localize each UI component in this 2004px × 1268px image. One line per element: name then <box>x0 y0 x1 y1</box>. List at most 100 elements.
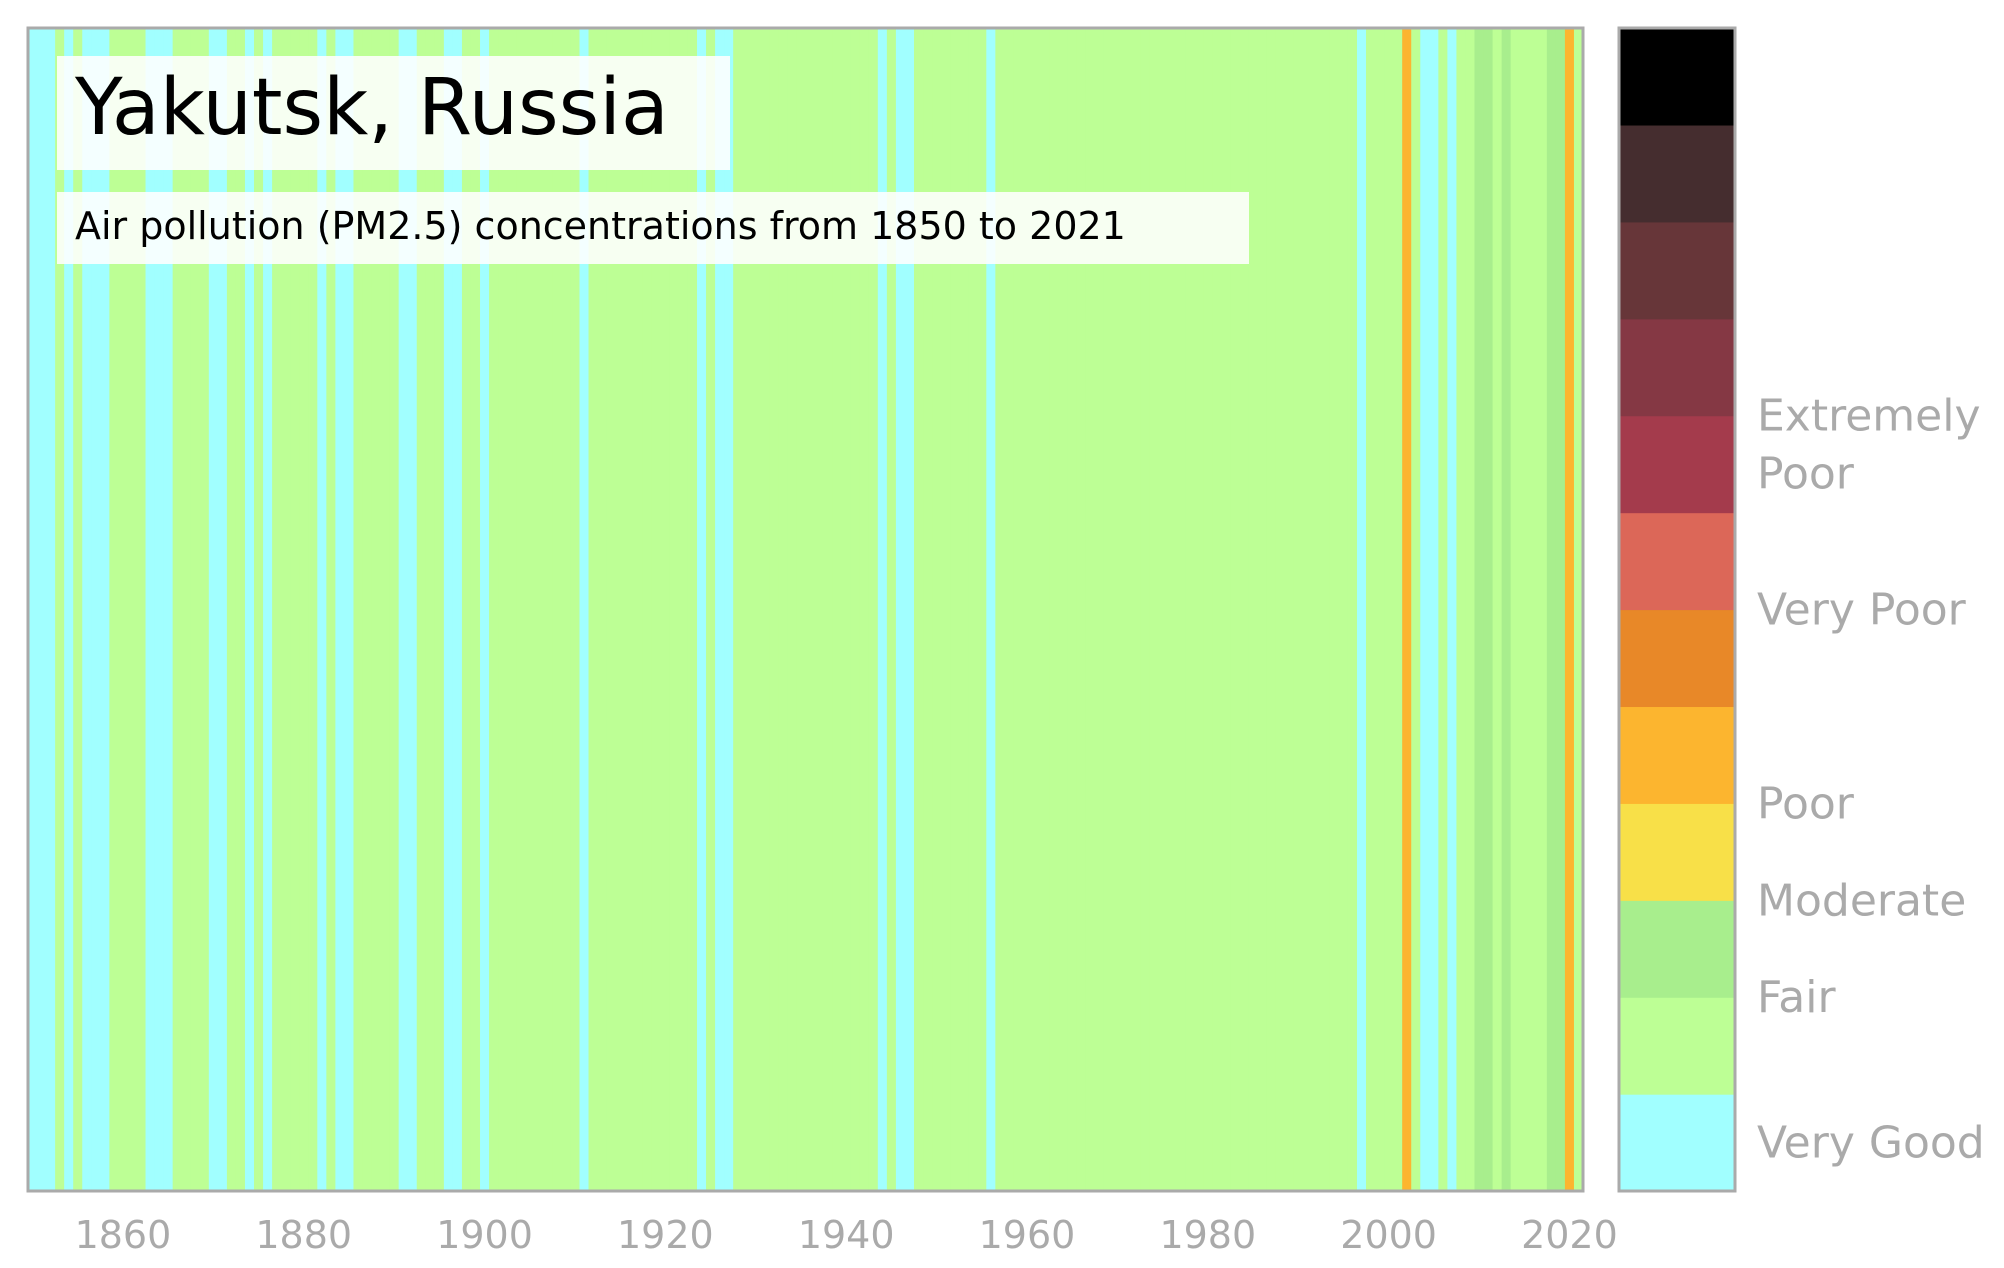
stripe-1958 <box>1004 28 1015 1191</box>
stripe-1969 <box>1103 28 1114 1191</box>
stripe-1854 <box>64 28 74 1191</box>
stripe-1851 <box>37 28 47 1191</box>
stripe-1940 <box>841 28 852 1191</box>
stripe-1898 <box>461 28 472 1191</box>
stripe-2007 <box>1447 28 1458 1191</box>
stripe-1985 <box>1248 28 1259 1191</box>
colorbar-level-5 <box>1619 609 1735 708</box>
stripe-1986 <box>1257 28 1268 1191</box>
colorbar-labels: Very Good Fair Moderate Poor Very Poor Extrem… <box>1757 391 1985 1169</box>
stripe-1978 <box>1185 28 1195 1191</box>
stripe-1988 <box>1275 28 1286 1191</box>
stripe-1878 <box>281 28 291 1191</box>
stripe-1863 <box>145 28 156 1191</box>
stripe-1881 <box>308 28 318 1191</box>
colorbar-level-0 <box>1619 1094 1735 1192</box>
stripe-1992 <box>1311 28 1322 1191</box>
stripe-2008 <box>1456 28 1467 1191</box>
stripe-1897 <box>452 28 463 1191</box>
stripe-1888 <box>371 28 382 1191</box>
stripe-2000 <box>1384 28 1394 1191</box>
stripe-1987 <box>1266 28 1277 1191</box>
stripe-1950 <box>932 28 942 1191</box>
stripe-2010 <box>1474 28 1485 1191</box>
stripe-1980 <box>1203 28 1213 1191</box>
stripe-1997 <box>1356 28 1367 1191</box>
stripe-1983 <box>1230 28 1241 1191</box>
stripe-1916 <box>624 28 635 1191</box>
subtitle-box: Air pollution (PM2.5) concentrations fro… <box>57 192 1249 264</box>
stripe-1977 <box>1176 28 1186 1191</box>
stripe-1963 <box>1049 28 1060 1191</box>
stripe-1928 <box>733 28 743 1191</box>
stripe-1899 <box>470 28 481 1191</box>
stripe-1954 <box>968 28 978 1191</box>
stripe-1960 <box>1022 28 1033 1191</box>
stripe-1893 <box>416 28 427 1191</box>
stripe-1872 <box>226 28 237 1191</box>
stripe-1857 <box>91 28 101 1191</box>
stripe-1957 <box>995 28 1005 1191</box>
stripe-1906 <box>534 28 544 1191</box>
stripe-1859 <box>109 28 120 1191</box>
stripe-1994 <box>1329 28 1340 1191</box>
stripe-1924 <box>697 28 707 1191</box>
stripe-2016 <box>1528 28 1539 1191</box>
stripe-1949 <box>923 28 933 1191</box>
stripe-1919 <box>651 28 662 1191</box>
stripe-1998 <box>1366 28 1376 1191</box>
chart-title: Yakutsk, Russia <box>75 63 669 153</box>
stripe-1945 <box>886 28 897 1191</box>
stripe-1990 <box>1293 28 1304 1191</box>
stripe-1995 <box>1338 28 1349 1191</box>
stripe-1868 <box>190 28 201 1191</box>
colorbar-level-4 <box>1619 706 1735 804</box>
x-tick-label: 2000 <box>1340 1213 1437 1257</box>
stripe-1938 <box>823 28 834 1191</box>
stripe-1891 <box>398 28 409 1191</box>
stripe-1861 <box>127 28 138 1191</box>
stripe-2006 <box>1438 28 1448 1191</box>
plot-frame <box>26 26 1585 1193</box>
colorbar-level-10 <box>1619 124 1735 223</box>
stripe-1920 <box>660 28 671 1191</box>
stripe-1972 <box>1130 28 1141 1191</box>
stripe-1907 <box>543 28 553 1191</box>
stripe-2015 <box>1519 28 1530 1191</box>
stripe-1937 <box>814 28 825 1191</box>
stripe-1896 <box>443 28 454 1191</box>
stripe-1952 <box>950 28 960 1191</box>
stripe-1884 <box>335 28 346 1191</box>
stripe-1910 <box>570 28 581 1191</box>
stripe-1926 <box>715 28 725 1191</box>
stripe-1874 <box>244 28 255 1191</box>
stripe-2005 <box>1429 28 1439 1191</box>
stripe-2014 <box>1510 28 1521 1191</box>
stripe-1860 <box>118 28 129 1191</box>
stripe-1870 <box>208 28 219 1191</box>
x-tick-label: 1920 <box>617 1213 714 1257</box>
stripe-1967 <box>1085 28 1096 1191</box>
stripe-2019 <box>1555 28 1566 1191</box>
stripe-1959 <box>1013 28 1024 1191</box>
stripe-1947 <box>904 28 915 1191</box>
stripe-1883 <box>326 28 336 1191</box>
colorbar <box>1619 28 1735 1192</box>
stripe-1864 <box>154 28 165 1191</box>
stripe-1993 <box>1320 28 1331 1191</box>
stripe-2012 <box>1492 28 1503 1191</box>
stripe-1894 <box>425 28 436 1191</box>
stripe-1912 <box>588 28 599 1191</box>
stripe-1852 <box>46 28 56 1191</box>
stripe-1971 <box>1121 28 1132 1191</box>
x-tick-label: 1960 <box>979 1213 1076 1257</box>
stripe-1948 <box>913 28 924 1191</box>
stripe-1908 <box>552 28 563 1191</box>
colorbar-label: Moderate <box>1757 875 1966 926</box>
stripe-1873 <box>235 28 246 1191</box>
stripe-1913 <box>597 28 608 1191</box>
colorbar-label: Very Poor <box>1757 585 1967 636</box>
stripe-1882 <box>317 28 327 1191</box>
stripe-1867 <box>181 28 192 1191</box>
stripe-1901 <box>489 28 499 1191</box>
